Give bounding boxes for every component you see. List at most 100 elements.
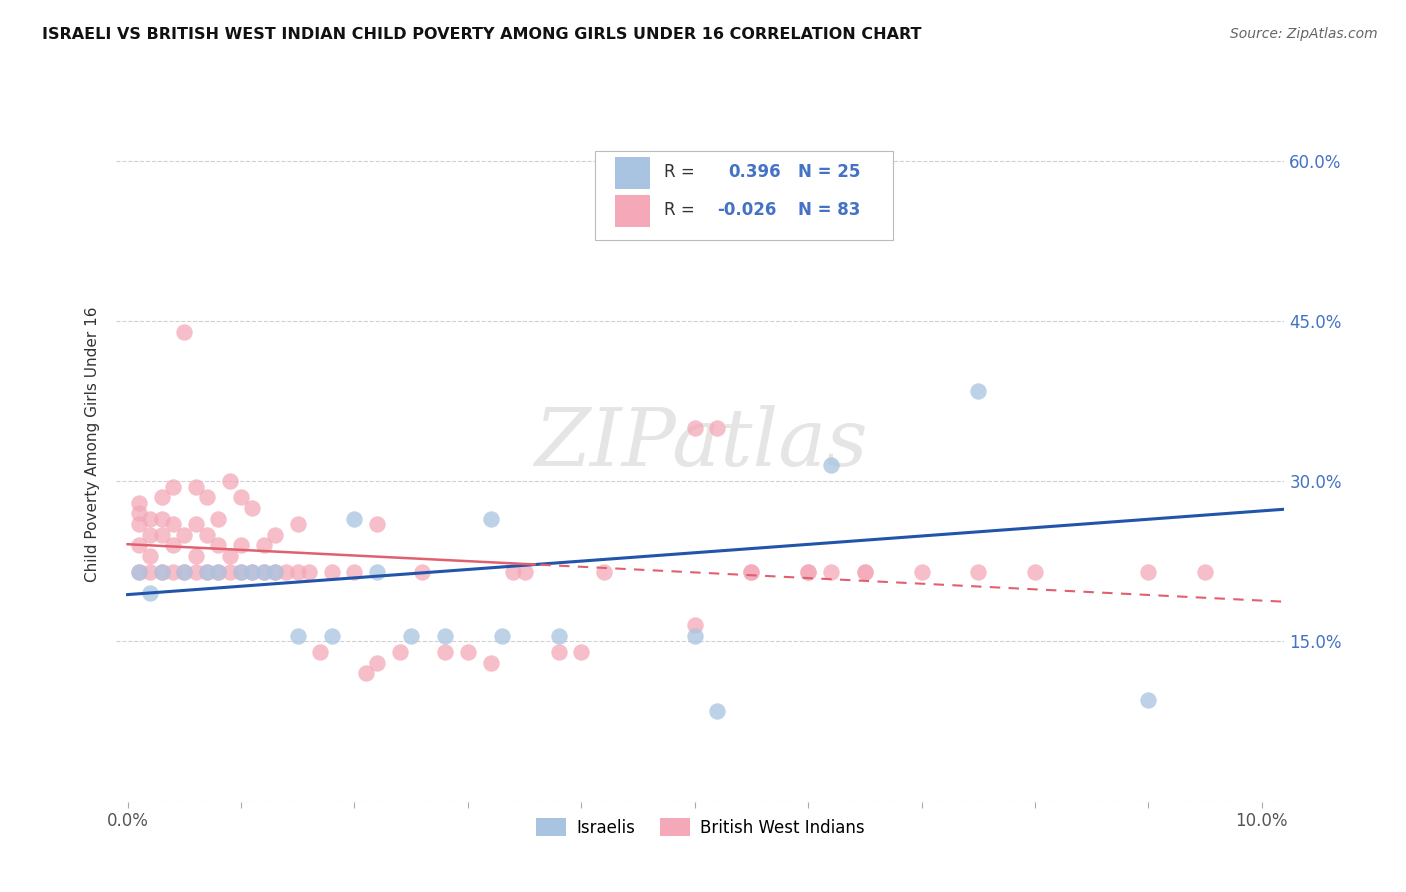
Point [593, 565, 616, 579]
Text: R =: R = [664, 163, 695, 181]
Point [706, 421, 728, 435]
FancyBboxPatch shape [614, 194, 650, 227]
Point [162, 480, 184, 494]
Point [150, 511, 173, 525]
Point [195, 527, 218, 541]
Text: Source: ZipAtlas.com: Source: ZipAtlas.com [1230, 27, 1378, 41]
Point [491, 629, 513, 643]
Point [366, 565, 388, 579]
Point [150, 565, 173, 579]
Point [569, 645, 592, 659]
Text: N = 25: N = 25 [799, 163, 860, 181]
Point [820, 458, 842, 473]
Point [128, 496, 150, 510]
Point [139, 527, 162, 541]
Point [195, 491, 218, 505]
Point [195, 565, 218, 579]
Point [264, 527, 287, 541]
Point [1137, 693, 1160, 707]
Point [128, 516, 150, 531]
Point [683, 618, 706, 632]
Point [139, 586, 162, 600]
Point [253, 565, 276, 579]
Point [457, 645, 479, 659]
Point [150, 491, 173, 505]
Point [139, 565, 162, 579]
Point [184, 516, 207, 531]
Point [502, 565, 524, 579]
Point [264, 565, 287, 579]
Point [547, 629, 569, 643]
Legend: Israelis, British West Indians: Israelis, British West Indians [530, 812, 872, 843]
Point [797, 207, 820, 221]
Point [321, 565, 343, 579]
Point [218, 565, 240, 579]
Point [276, 565, 298, 579]
Point [150, 565, 173, 579]
Point [309, 645, 332, 659]
Point [298, 565, 321, 579]
Point [287, 629, 309, 643]
Point [1194, 565, 1216, 579]
Point [513, 565, 536, 579]
Point [218, 475, 240, 489]
Point [139, 511, 162, 525]
Point [434, 645, 457, 659]
FancyBboxPatch shape [595, 151, 893, 240]
Point [218, 549, 240, 563]
Point [128, 507, 150, 521]
Point [343, 565, 366, 579]
Point [706, 704, 728, 718]
Point [388, 645, 411, 659]
Text: -0.026: -0.026 [717, 201, 776, 219]
Point [853, 565, 876, 579]
Point [434, 629, 457, 643]
Point [240, 565, 263, 579]
Point [229, 491, 252, 505]
Point [366, 516, 388, 531]
Point [173, 325, 195, 339]
Point [479, 511, 502, 525]
Point [740, 565, 762, 579]
Point [173, 565, 195, 579]
Point [207, 565, 229, 579]
Text: 0.396: 0.396 [728, 163, 780, 181]
Y-axis label: Child Poverty Among Girls Under 16: Child Poverty Among Girls Under 16 [86, 306, 100, 582]
Point [128, 565, 150, 579]
Point [128, 538, 150, 552]
Point [910, 565, 932, 579]
Point [128, 565, 150, 579]
Point [264, 565, 287, 579]
Point [967, 384, 990, 398]
Text: N = 83: N = 83 [799, 201, 860, 219]
Point [479, 656, 502, 670]
Point [797, 565, 820, 579]
Point [150, 527, 173, 541]
Point [366, 656, 388, 670]
Point [253, 538, 276, 552]
Point [207, 511, 229, 525]
Point [547, 645, 569, 659]
Point [1024, 565, 1046, 579]
Point [173, 527, 195, 541]
Point [184, 549, 207, 563]
Point [683, 629, 706, 643]
Point [1137, 565, 1160, 579]
Point [853, 565, 876, 579]
Point [229, 565, 252, 579]
Point [184, 480, 207, 494]
Point [240, 565, 263, 579]
Text: ISRAELI VS BRITISH WEST INDIAN CHILD POVERTY AMONG GIRLS UNDER 16 CORRELATION CH: ISRAELI VS BRITISH WEST INDIAN CHILD POV… [42, 27, 922, 42]
Point [162, 538, 184, 552]
Point [139, 549, 162, 563]
Point [184, 565, 207, 579]
Point [354, 666, 377, 681]
Point [229, 538, 252, 552]
Text: R =: R = [664, 201, 695, 219]
Point [207, 565, 229, 579]
Point [740, 565, 762, 579]
Point [287, 516, 309, 531]
Point [797, 565, 820, 579]
Point [173, 565, 195, 579]
Point [229, 565, 252, 579]
